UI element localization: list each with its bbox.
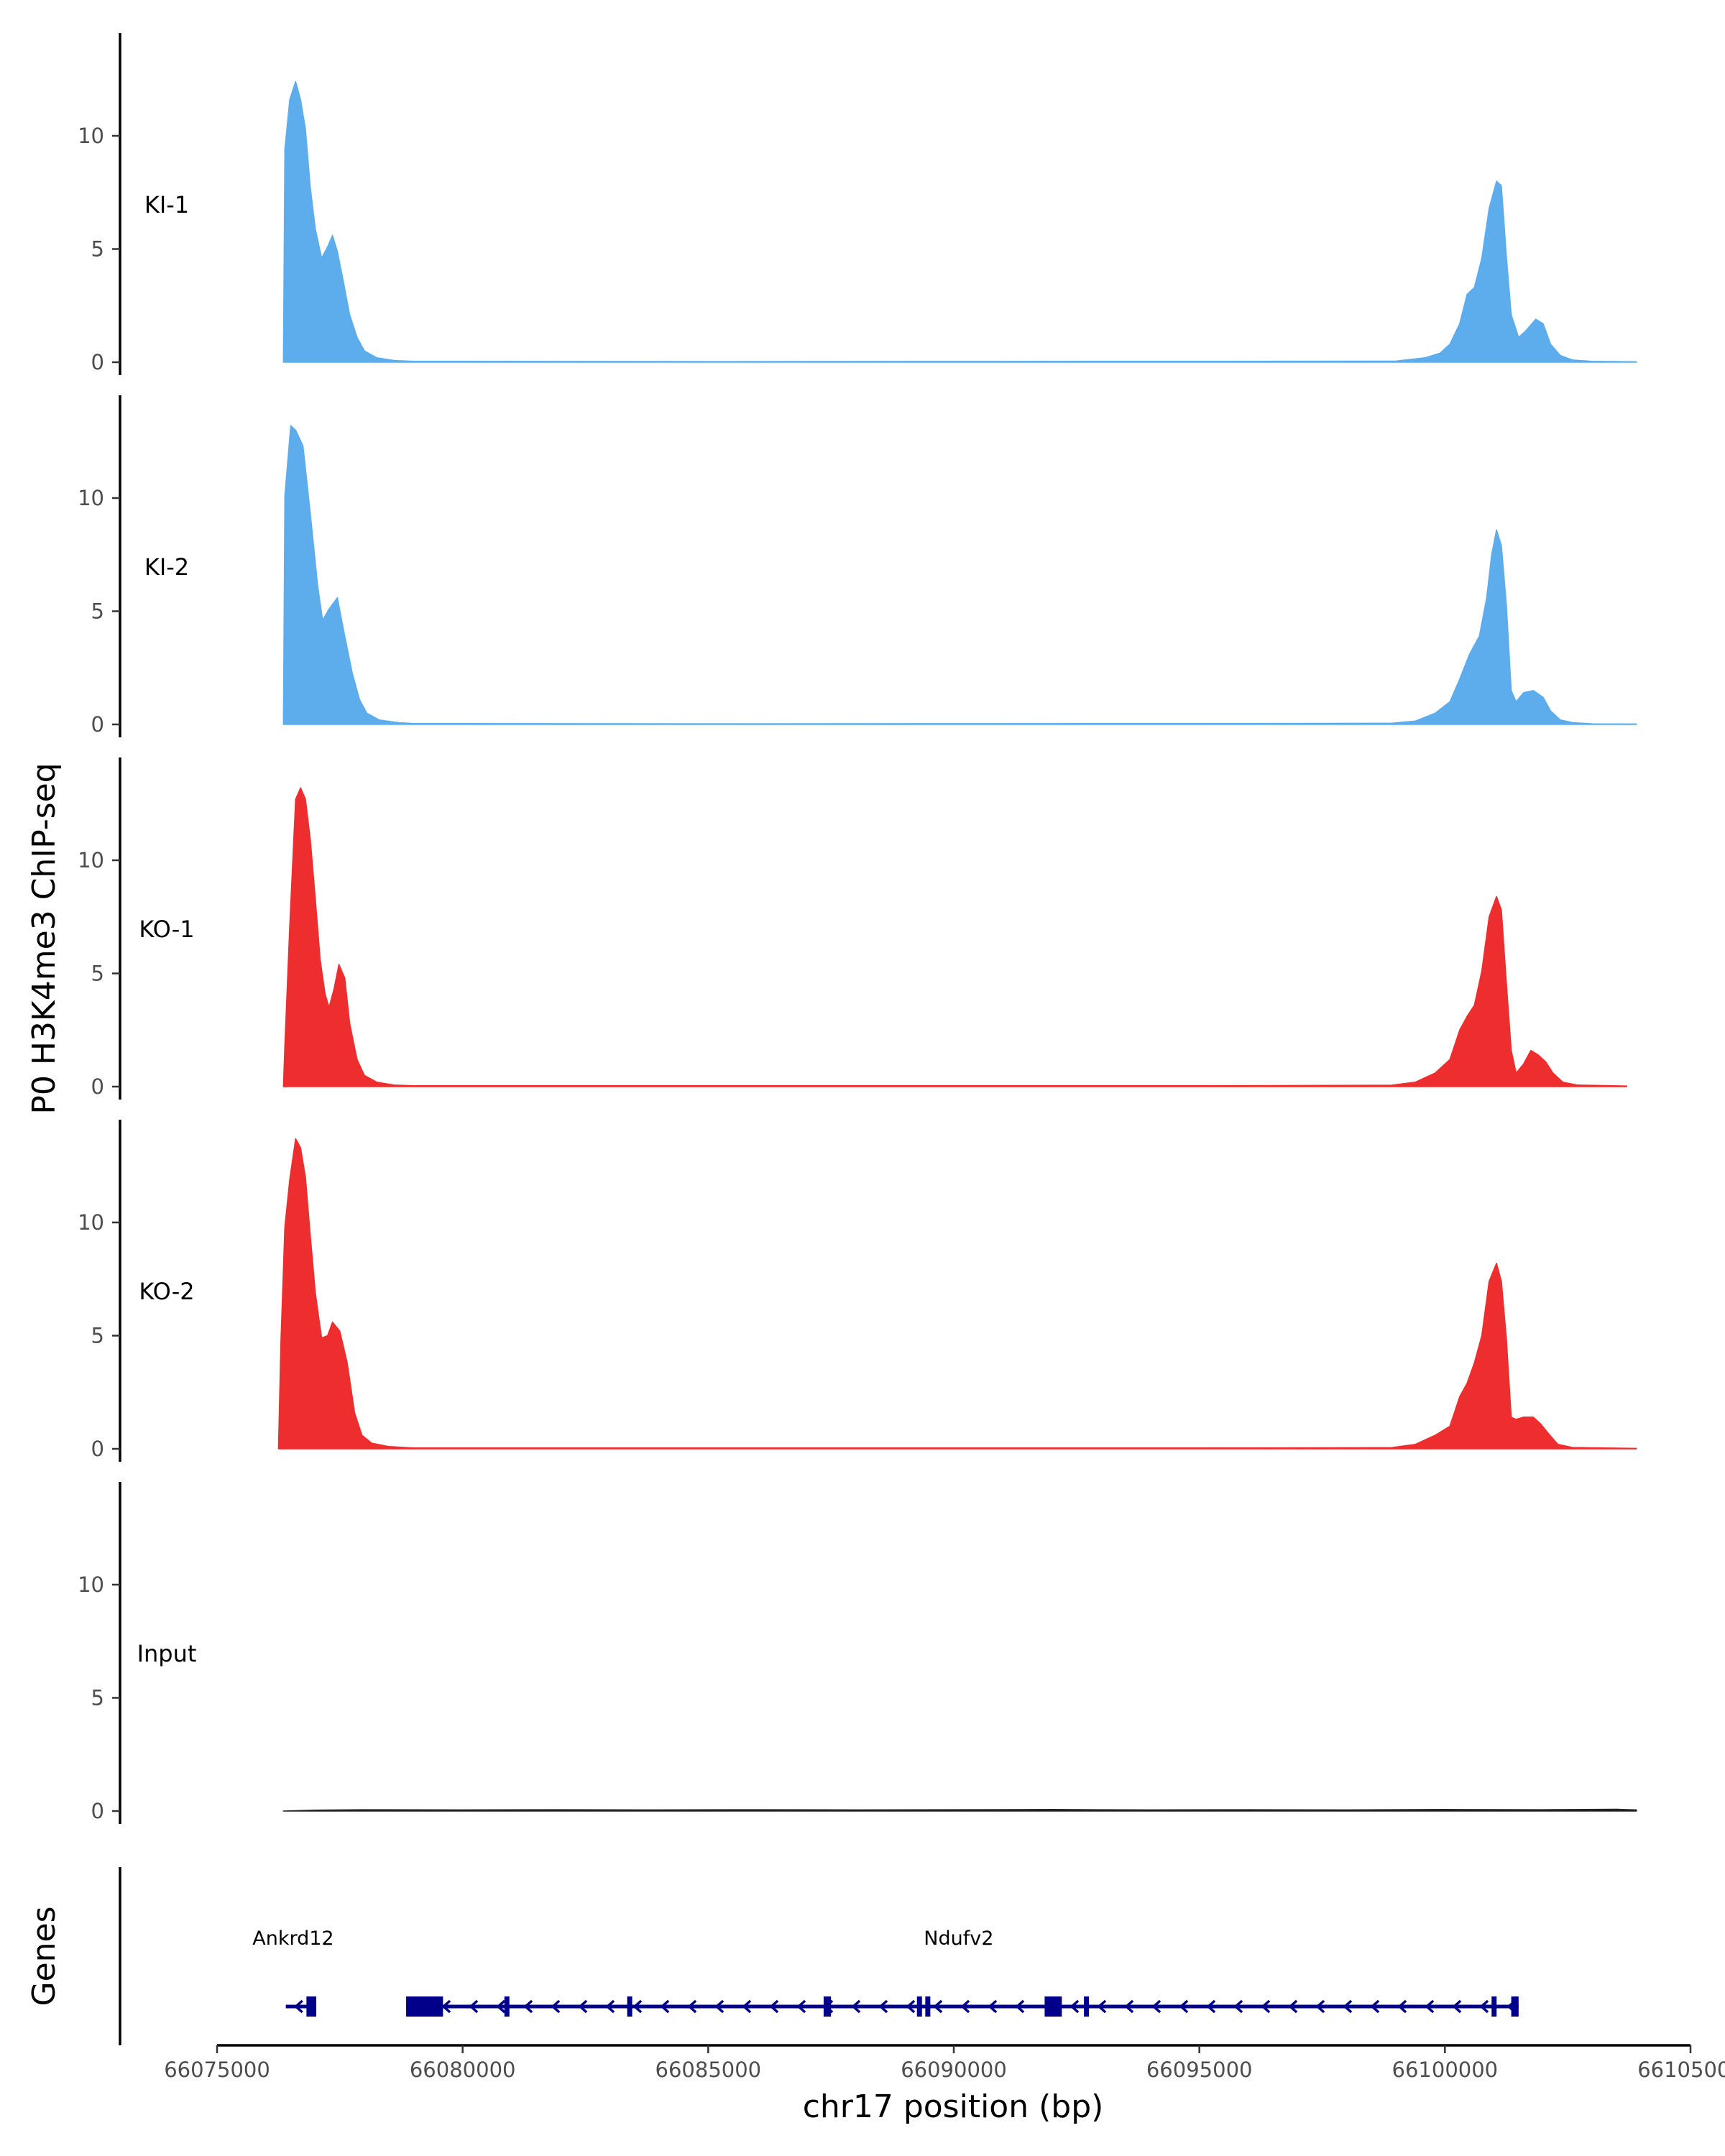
- exon-block: [306, 1996, 317, 2017]
- y-tick-label: 10: [78, 1210, 104, 1235]
- exon-block: [823, 1996, 832, 2017]
- strand-arrow-icon: [294, 1999, 303, 2014]
- strand-arrow-icon: [1343, 1999, 1353, 2014]
- strand-arrow-icon: [960, 1999, 970, 2014]
- x-tick-label: 66090000: [901, 2058, 1007, 2082]
- strand-arrow-icon: [769, 1999, 779, 2014]
- y-tick-label: 5: [91, 1324, 104, 1348]
- gene-track: Ankrd12 Ndufv2: [119, 1867, 1519, 2045]
- x-tick-label: 66095000: [1146, 2058, 1253, 2082]
- strand-arrow-icon: [441, 1999, 451, 2014]
- track-ko-1: 0 5 10 KO-1: [78, 757, 1627, 1100]
- x-tick-label: 66100000: [1392, 2058, 1499, 2082]
- strand-arrow-icon: [1233, 1999, 1243, 2014]
- strand-arrow-icon: [469, 1999, 479, 2014]
- x-tick-label: 66080000: [410, 2058, 516, 2082]
- strand-arrow-icon: [687, 1999, 697, 2014]
- gene-label-ndufv2: Ndufv2: [924, 1927, 993, 1950]
- exon-block: [916, 1996, 922, 2017]
- strand-arrow-icon: [523, 1999, 533, 2014]
- strand-arrow-icon: [796, 1999, 806, 2014]
- gene-ankrd12: Ankrd12: [252, 1927, 334, 2017]
- strand-arrow-icon: [1425, 1999, 1435, 2014]
- x-tick-label: 66075000: [164, 2058, 270, 2082]
- signal-area-ki-2: [282, 425, 1637, 725]
- strand-arrow-icon: [605, 1999, 615, 2014]
- y-tick-label: 0: [91, 1437, 104, 1461]
- exon-block: [406, 1996, 443, 2017]
- signal-area-ko-2: [277, 1138, 1637, 1450]
- strand-arrow-icon: [988, 1999, 998, 2014]
- y-tick-label: 10: [78, 124, 104, 148]
- gene-label-ankrd12: Ankrd12: [252, 1927, 334, 1950]
- strand-arrow-icon: [1452, 1999, 1462, 2014]
- y-tick-label: 5: [91, 1686, 104, 1710]
- strand-arrow-icon: [1370, 1999, 1380, 2014]
- strand-arrow-icon: [933, 1999, 943, 2014]
- strand-arrow-icon: [1315, 1999, 1325, 2014]
- strand-arrow-icon: [551, 1999, 561, 2014]
- signal-area-ki-1: [282, 80, 1637, 363]
- x-tick-label: 66085000: [656, 2058, 762, 2082]
- signal-area-input: [282, 1808, 1637, 1812]
- genes-axis-title: Genes: [26, 1906, 63, 2006]
- strand-arrow-icon: [1124, 1999, 1134, 2014]
- track-label-ko-2: KO-2: [139, 1278, 194, 1305]
- strand-arrow-icon: [1070, 1999, 1080, 2014]
- strand-arrow-icon: [906, 1999, 916, 2014]
- track-ki-2: 0 5 10 KI-2: [78, 395, 1637, 737]
- y-tick-label: 5: [91, 599, 104, 624]
- strand-arrow-icon: [1288, 1999, 1298, 2014]
- exon-block: [1511, 1996, 1519, 2017]
- track-ko-2: 0 5 10 KO-2: [78, 1120, 1637, 1462]
- gene-ndufv2: Ndufv2: [406, 1927, 1519, 2017]
- strand-arrow-icon: [1206, 1999, 1216, 2014]
- exon-block: [504, 1996, 510, 2017]
- y-tick-label: 10: [78, 486, 104, 510]
- track-label-input: Input: [137, 1640, 197, 1667]
- strand-arrow-icon: [1151, 1999, 1162, 2014]
- strand-arrow-icon: [1261, 1999, 1271, 2014]
- strand-arrow-icon: [1397, 1999, 1407, 2014]
- strand-arrow-icon: [660, 1999, 670, 2014]
- y-tick-label: 10: [78, 848, 104, 872]
- strand-arrow-icon: [632, 1999, 643, 2014]
- track-label-ko-1: KO-1: [139, 916, 194, 943]
- exon-block: [1044, 1996, 1062, 2017]
- track-ki-1: 0 5 10 KI-1: [78, 33, 1637, 375]
- track-input: 0 5 10 Input: [78, 1482, 1637, 1824]
- strand-arrow-icon: [742, 1999, 752, 2014]
- strand-arrow-icon: [1479, 1999, 1489, 2014]
- y-tick-label: 5: [91, 237, 104, 262]
- y-tick-label: 0: [91, 712, 104, 737]
- y-tick-label: 10: [78, 1572, 104, 1597]
- strand-arrow-icon: [1097, 1999, 1107, 2014]
- y-axis-title: P0 H3K4me3 ChIP-seq: [26, 763, 63, 1114]
- exon-block: [1491, 1996, 1497, 2017]
- y-tick-label: 0: [91, 1799, 104, 1823]
- y-tick-label: 5: [91, 962, 104, 986]
- track-label-ki-1: KI-1: [144, 191, 189, 218]
- exon-block: [925, 1996, 931, 2017]
- strand-arrow-icon: [1015, 1999, 1025, 2014]
- signal-area-ko-1: [282, 787, 1627, 1087]
- y-tick-label: 0: [91, 350, 104, 374]
- track-label-ki-2: KI-2: [144, 553, 189, 581]
- signal-tracks: 0 5 10 KI-1 0 5 10 KI-2 0 5 10 KO-1 0 5 10 KO-2 0 5 10 Inpu…: [78, 33, 1637, 1824]
- x-tick-label: 66105000: [1637, 2058, 1725, 2082]
- strand-arrow-icon: [714, 1999, 724, 2014]
- exon-block: [1084, 1996, 1090, 2017]
- strand-arrow-icon: [578, 1999, 588, 2014]
- exon-block: [627, 1996, 632, 2017]
- strand-arrow-icon: [496, 1999, 506, 2014]
- y-tick-label: 0: [91, 1074, 104, 1099]
- strand-arrow-icon: [878, 1999, 888, 2014]
- strand-arrow-icon: [851, 1999, 861, 2014]
- x-axis: 66075000 66080000 66085000 66090000 66095000…: [164, 2044, 1725, 2082]
- x-axis-title: chr17 position (bp): [803, 2088, 1104, 2125]
- strand-arrow-icon: [1179, 1999, 1189, 2014]
